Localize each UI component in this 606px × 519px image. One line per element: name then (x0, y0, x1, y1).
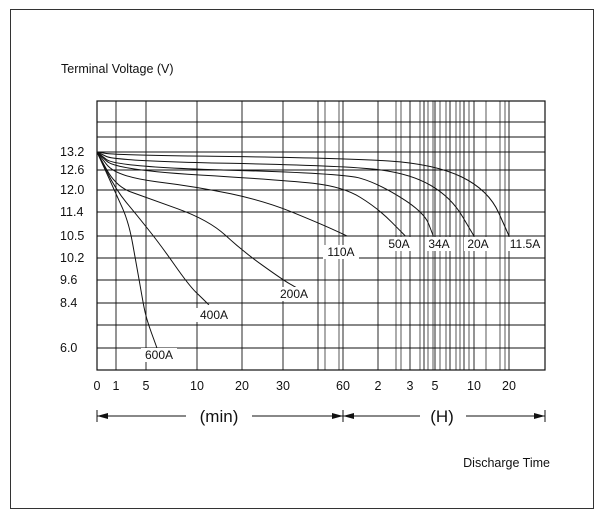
x-tick-labels: 0 1 5 10 20 30 60 2 3 5 10 20 (94, 379, 516, 393)
series-label-bg (323, 245, 359, 259)
y-tick-label: 10.2 (60, 251, 84, 265)
series-label-bg (425, 237, 453, 251)
curves (96, 151, 510, 349)
x-tick-label: 1 (113, 379, 120, 393)
series-label: 400A (200, 308, 228, 322)
unit-h-label: (H) (430, 407, 454, 426)
arrow-head (534, 413, 545, 419)
x-tick-label: 5 (432, 379, 439, 393)
plot-grid (96, 100, 546, 371)
chart-frame (10, 9, 594, 509)
arrow-head (97, 413, 108, 419)
y-tick-label: 11.4 (60, 205, 83, 219)
x-tick-label: 0 (94, 379, 101, 393)
x-tick-label: 2 (375, 379, 382, 393)
x-axis-label: Discharge Time (463, 456, 550, 470)
y-tick-label: 9.6 (60, 273, 77, 287)
series-label: 34A (428, 237, 449, 251)
time-arrows (96, 410, 546, 422)
y-tick-label: 10.5 (60, 229, 84, 243)
y-axis-label: Terminal Voltage (V) (61, 62, 174, 76)
series-curve (96, 151, 510, 237)
y-tick-label: 8.4 (60, 296, 77, 310)
x-tick-label: 5 (143, 379, 150, 393)
series-label: 200A (280, 287, 308, 301)
x-tick-label: 3 (407, 379, 414, 393)
y-tick-label: 13.2 (60, 145, 84, 159)
x-tick-label: 10 (467, 379, 481, 393)
series-label-bg (196, 308, 232, 322)
series-curve (96, 151, 434, 237)
x-tick-label: 30 (276, 379, 290, 393)
unit-min-label: (min) (200, 407, 239, 426)
series-label: 600A (145, 348, 173, 362)
y-tick-label: 6.0 (60, 341, 77, 355)
x-tick-label: 20 (235, 379, 249, 393)
series-label-bg (464, 237, 492, 251)
series-curve (96, 151, 348, 237)
y-tick-label: 12.6 (60, 163, 84, 177)
x-tick-label: 60 (336, 379, 350, 393)
series-curve (96, 151, 406, 237)
series-curve (96, 151, 297, 289)
y-tick-labels: 13.2 12.6 12.0 11.4 10.5 10.2 9.6 8.4 6.0 (60, 145, 84, 355)
arrow-head (332, 413, 343, 419)
series-label-bg (276, 287, 312, 301)
plot-border (96, 100, 546, 371)
series-label-bg (385, 237, 413, 251)
arrow-head (343, 413, 354, 419)
y-tick-label: 12.0 (60, 183, 84, 197)
series-label: 11.5A (510, 237, 540, 251)
x-tick-label: 20 (502, 379, 516, 393)
series-labels: 600A 400A 200A 110A 50A 34A 20A 11.5A (141, 237, 543, 362)
series-label: 50A (388, 237, 409, 251)
series-label: 20A (467, 237, 488, 251)
series-curve (96, 151, 158, 349)
series-curve (96, 151, 210, 306)
x-tick-label: 10 (190, 379, 204, 393)
series-label-bg (507, 237, 543, 251)
series-curve (96, 151, 475, 237)
series-label: 110A (327, 245, 354, 259)
series-label-bg (141, 348, 177, 362)
